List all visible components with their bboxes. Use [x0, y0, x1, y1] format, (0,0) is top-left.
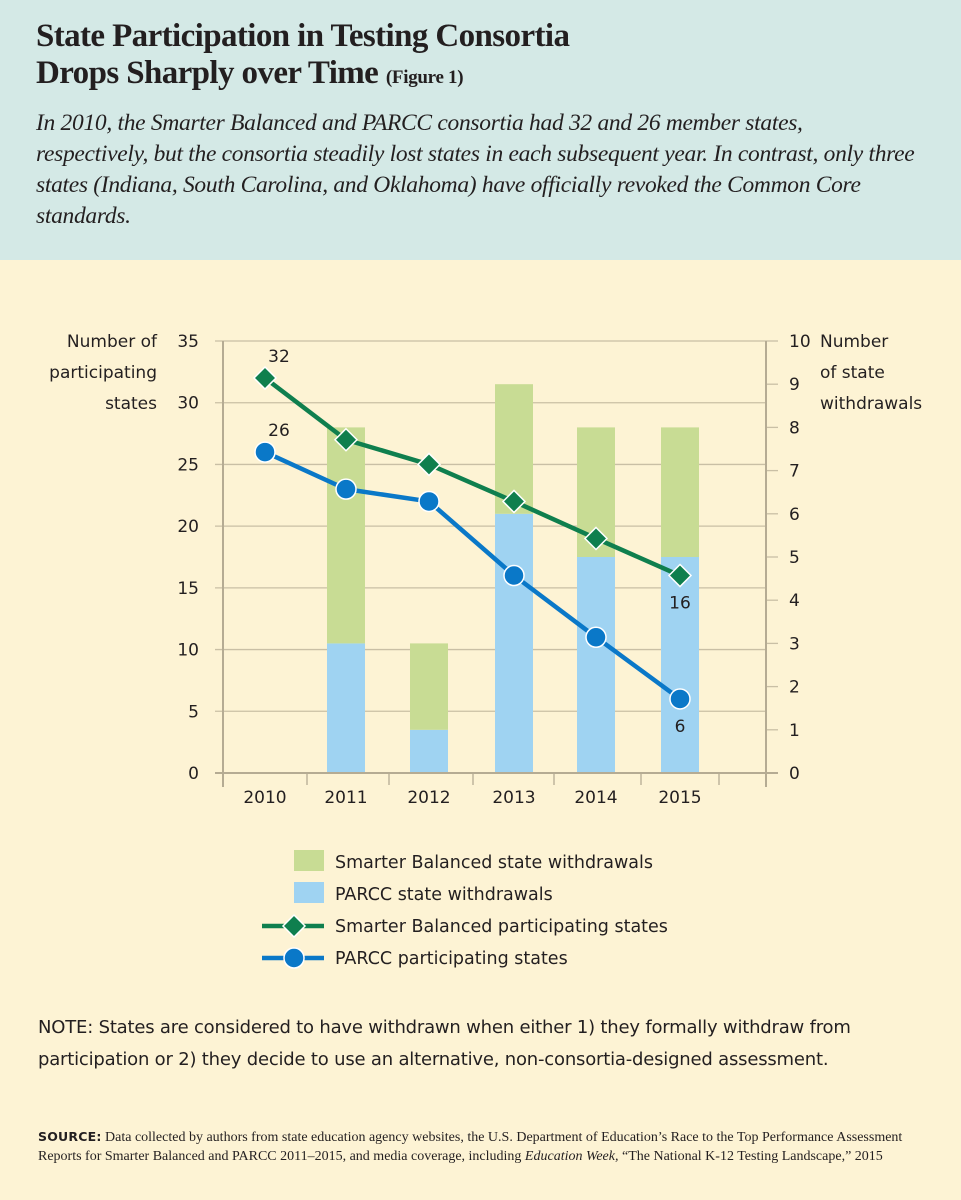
axes	[215, 340, 778, 787]
right-axis-title: Number	[820, 332, 888, 352]
data-label: 16	[669, 594, 691, 614]
left-tick-label: 25	[177, 455, 199, 475]
marker-sb-diamond	[252, 365, 278, 391]
legend-label: PARCC state withdrawals	[335, 885, 553, 905]
bar-sb-withdrawals	[410, 643, 448, 730]
chart-note: NOTE: States are considered to have with…	[38, 1017, 851, 1070]
legend-diamond-marker	[281, 913, 307, 939]
marker-parcc-circle	[254, 441, 276, 463]
right-axis-title: withdrawals	[820, 394, 922, 414]
marker-parcc-circle	[335, 478, 357, 500]
marker-sb-diamond	[416, 452, 442, 477]
left-tick-label: 5	[188, 702, 199, 722]
right-tick-label: 10	[789, 332, 811, 352]
source-text-end: “The National K-12 Testing Landscape,” 2…	[618, 1149, 883, 1164]
chart-source: SOURCE: Data collected by authors from s…	[38, 1127, 938, 1166]
source-label: SOURCE:	[38, 1129, 102, 1144]
legend: Smarter Balanced state withdrawals PARCC …	[262, 850, 668, 969]
marker-sb-diamond	[333, 427, 359, 452]
legend-swatch	[294, 850, 324, 871]
marker-sb-diamond	[583, 526, 609, 551]
title-line-2: Drops Sharply over Time	[36, 55, 379, 91]
right-tick-label: 4	[789, 591, 800, 611]
figure-label: (Figure 1)	[385, 67, 464, 88]
bar-sb-withdrawals	[661, 427, 699, 557]
marker-parcc-circle	[418, 490, 440, 513]
x-tick-label: 2012	[407, 788, 450, 808]
x-tick-label: 2010	[243, 788, 286, 808]
left-tick-label: 20	[177, 517, 199, 537]
axis-labels: 0 5 10 15 20 25 30 35 0 1 2 3 4 5 6 7 8 9 10 2010 2011 2012 20…	[49, 332, 922, 808]
legend-label: Smarter Balanced state withdrawals	[335, 853, 653, 873]
left-tick-label: 15	[177, 579, 199, 599]
left-axis-title: participating	[49, 363, 157, 383]
x-tick-label: 2011	[324, 788, 367, 808]
bar-parcc-withdrawals	[577, 557, 615, 773]
bar-parcc-withdrawals	[495, 513, 533, 773]
right-axis-title: of state	[820, 363, 885, 383]
right-tick-label: 3	[789, 634, 800, 654]
legend-swatch	[294, 882, 324, 903]
left-axis-title: states	[105, 394, 157, 414]
marker-parcc-circle	[503, 564, 525, 587]
right-tick-label: 7	[789, 462, 800, 482]
title-line-1: State Participation in Testing Consortia	[36, 18, 570, 54]
marker-sb-diamond	[501, 489, 527, 514]
line-parcc-participating	[264, 450, 682, 701]
gridlines	[215, 340, 766, 712]
marker-parcc-circle	[669, 688, 691, 710]
chart-title: State Participation in Testing Consortia…	[36, 18, 796, 96]
left-tick-label: 10	[177, 641, 199, 661]
chart-area: 0 5 10 15 20 25 30 35 0 1 2 3 4 5 6 7 8 9 10 2010 2011 2012 20…	[49, 332, 922, 969]
right-tick-label: 1	[789, 721, 800, 741]
marker-parcc-circle	[585, 626, 607, 648]
right-tick-label: 5	[789, 548, 800, 568]
right-tick-label: 6	[789, 505, 800, 525]
legend-label: PARCC participating states	[335, 949, 568, 969]
left-axis-title: Number of	[67, 332, 158, 352]
right-tick-label: 9	[789, 375, 800, 395]
source-publication: Education Week,	[524, 1149, 619, 1164]
lines	[252, 365, 693, 710]
legend-label: Smarter Balanced participating states	[335, 917, 668, 937]
x-tick-label: 2014	[574, 788, 617, 808]
data-label: 6	[675, 717, 686, 737]
data-label: 26	[268, 421, 290, 441]
bar-parcc-withdrawals	[661, 557, 699, 773]
right-tick-label: 0	[789, 764, 800, 784]
bar-sb-withdrawals	[327, 427, 365, 644]
x-tick-label: 2013	[492, 788, 535, 808]
marker-sb-diamond	[667, 563, 693, 588]
right-tick-label: 2	[789, 678, 800, 698]
left-tick-label: 30	[177, 394, 199, 414]
header-panel: State Participation in Testing Consortia…	[0, 0, 961, 260]
chart-subtitle: In 2010, the Smarter Balanced and PARCC …	[36, 110, 915, 229]
left-tick-label: 35	[177, 332, 199, 352]
left-tick-label: 0	[188, 764, 199, 784]
legend-circle-marker	[283, 947, 305, 969]
right-tick-label: 8	[789, 418, 800, 438]
x-tick-label: 2015	[658, 788, 701, 808]
line-sb-participating	[263, 376, 681, 578]
bars	[327, 384, 699, 773]
bar-parcc-withdrawals	[327, 643, 365, 773]
bar-parcc-withdrawals	[410, 729, 448, 773]
source-text: Data collected by authors from state edu…	[38, 1130, 903, 1164]
data-label: 32	[268, 347, 290, 367]
